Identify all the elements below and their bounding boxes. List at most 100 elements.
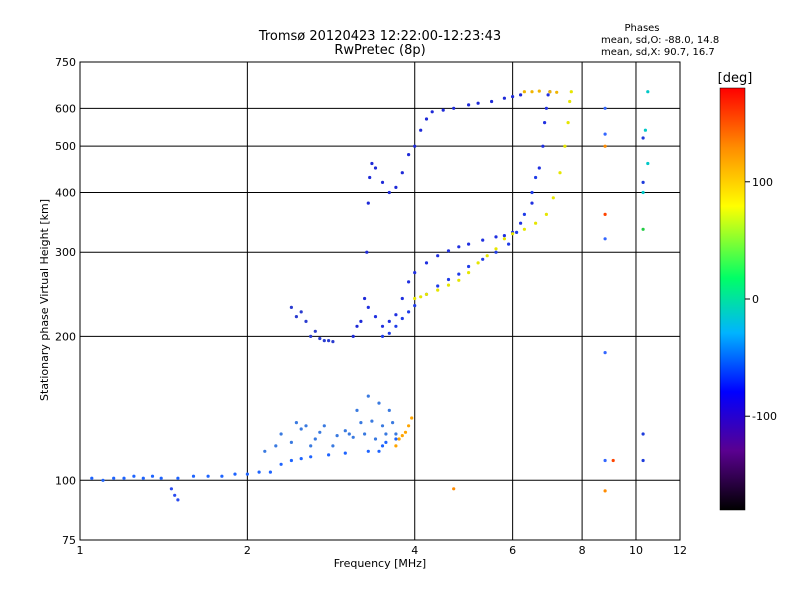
data-point xyxy=(309,455,313,459)
data-point xyxy=(313,329,317,333)
data-point xyxy=(467,242,471,246)
data-point xyxy=(206,474,210,478)
data-point xyxy=(394,437,398,441)
data-point xyxy=(359,421,363,425)
x-axis-label: Frequency [MHz] xyxy=(334,557,426,570)
data-point xyxy=(494,235,498,239)
data-point xyxy=(387,190,391,195)
data-point xyxy=(380,180,385,184)
data-point xyxy=(159,476,163,480)
data-point xyxy=(507,242,511,246)
data-point xyxy=(394,313,398,317)
data-point xyxy=(335,434,339,438)
data-point xyxy=(263,449,267,453)
colorbar xyxy=(719,87,746,511)
plot-frame xyxy=(79,61,681,541)
data-point xyxy=(555,90,559,94)
data-point xyxy=(485,254,489,258)
data-point xyxy=(299,427,303,431)
data-point xyxy=(544,106,549,110)
y-axis-ticks: 75 100 200 300 400 500 600 750 xyxy=(55,56,76,547)
y-tick-label: 200 xyxy=(55,330,76,343)
data-point xyxy=(176,476,180,480)
data-point xyxy=(522,90,527,94)
data-point xyxy=(452,487,456,491)
data-point xyxy=(366,394,370,398)
data-point xyxy=(233,472,237,476)
x-tick-label: 8 xyxy=(579,544,586,557)
data-point xyxy=(355,408,359,412)
data-point xyxy=(410,416,414,420)
data-point xyxy=(176,498,180,502)
data-point xyxy=(366,449,370,453)
y-tick-label: 100 xyxy=(55,474,76,487)
data-point xyxy=(530,90,534,94)
phases-o-stats: mean, sd,O: -88.0, 14.8 xyxy=(601,35,719,46)
data-point xyxy=(322,424,326,428)
y-tick-label: 750 xyxy=(55,56,76,69)
data-point xyxy=(400,171,404,175)
data-point xyxy=(141,476,145,480)
data-point xyxy=(373,166,378,170)
data-point xyxy=(363,432,367,436)
data-point xyxy=(407,153,411,157)
data-point xyxy=(646,161,650,166)
data-point xyxy=(446,277,451,282)
data-point xyxy=(413,271,417,275)
colorbar-tick-label: 0 xyxy=(752,293,759,306)
data-point xyxy=(546,93,550,97)
data-point xyxy=(530,190,534,195)
data-point xyxy=(413,304,417,308)
data-point xyxy=(309,444,313,448)
data-point xyxy=(569,90,573,94)
grid-lines xyxy=(80,62,680,540)
data-point xyxy=(366,305,370,309)
data-point xyxy=(481,238,485,242)
data-point xyxy=(541,144,545,148)
data-point xyxy=(122,476,126,480)
data-point xyxy=(424,292,429,296)
chart-title: Tromsø 20120423 12:22:00-12:23:43 xyxy=(258,29,501,44)
data-point xyxy=(452,106,456,110)
data-point xyxy=(380,444,385,448)
data-point xyxy=(641,190,645,195)
data-point xyxy=(467,264,471,269)
data-point xyxy=(537,89,541,93)
colorbar-label: [deg] xyxy=(718,71,753,86)
data-point xyxy=(268,470,272,474)
data-point xyxy=(387,331,391,335)
data-point xyxy=(327,453,331,457)
data-points xyxy=(90,89,650,502)
data-point xyxy=(551,196,555,200)
data-point xyxy=(394,444,398,448)
data-point xyxy=(522,227,527,231)
data-point xyxy=(494,247,498,251)
data-point xyxy=(331,340,335,344)
y-tick-label: 400 xyxy=(55,186,76,199)
data-point xyxy=(289,305,293,309)
data-point xyxy=(467,103,471,107)
data-point xyxy=(387,319,391,323)
data-point xyxy=(494,250,498,254)
data-point xyxy=(380,334,385,338)
data-point xyxy=(347,432,351,436)
data-point xyxy=(563,144,567,148)
data-point xyxy=(446,249,451,253)
data-point xyxy=(603,237,607,241)
data-point xyxy=(279,462,283,466)
data-point xyxy=(603,458,607,463)
data-point xyxy=(467,271,471,275)
data-point xyxy=(294,421,298,425)
data-point xyxy=(603,212,607,216)
data-point xyxy=(436,288,440,292)
data-point xyxy=(548,90,552,94)
data-point xyxy=(299,310,303,314)
data-point xyxy=(430,110,434,114)
data-point xyxy=(543,121,547,125)
data-point xyxy=(299,457,303,461)
y-tick-label: 500 xyxy=(55,140,76,153)
data-point xyxy=(294,315,298,319)
data-point xyxy=(641,227,645,231)
data-point xyxy=(384,432,388,436)
colorbar-tick-label: -100 xyxy=(752,410,777,423)
